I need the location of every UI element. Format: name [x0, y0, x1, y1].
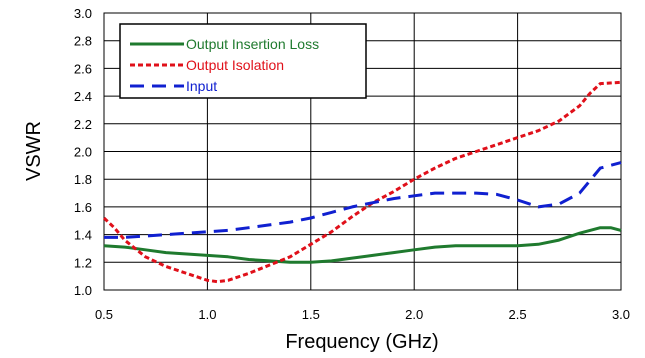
y-tick-label: 1.4	[74, 228, 92, 243]
x-tick-labels: 0.5 1.0 1.5 2.0 2.5 3.0	[95, 307, 630, 322]
y-tick-label: 1.0	[74, 283, 92, 298]
y-tick-label: 1.2	[74, 255, 92, 270]
x-axis-title: Frequency (GHz)	[285, 331, 438, 353]
x-tick-label: 3.0	[612, 307, 630, 322]
y-tick-label: 2.6	[74, 61, 92, 76]
y-axis-title: VSWR	[23, 121, 45, 181]
y-tick-label: 2.0	[74, 145, 92, 160]
y-tick-label: 1.6	[74, 200, 92, 215]
x-tick-label: 1.0	[198, 307, 216, 322]
series-layer	[102, 80, 622, 284]
series-line-output-isolation	[102, 80, 622, 284]
y-tick-label: 2.4	[74, 89, 92, 104]
x-tick-label: 0.5	[95, 307, 113, 322]
x-tick-label: 2.5	[509, 307, 527, 322]
y-tick-label: 3.0	[74, 6, 92, 21]
y-tick-label: 1.8	[74, 172, 92, 187]
legend: Output Insertion Loss Output Isolation I…	[119, 23, 367, 99]
legend-label-output-insertion-loss: Output Insertion Loss	[186, 36, 319, 52]
legend-label-input: Input	[186, 78, 217, 94]
series-line-output-insertion-loss	[103, 226, 622, 264]
y-tick-labels: 1.0 1.2 1.4 1.6 1.8 2.0 2.2 2.4 2.6 2.8 3.0	[74, 6, 92, 298]
x-tick-label: 2.0	[405, 307, 423, 322]
x-tick-label: 1.5	[302, 307, 320, 322]
y-tick-label: 2.8	[74, 34, 92, 49]
y-tick-label: 2.2	[74, 117, 92, 132]
legend-label-output-isolation: Output Isolation	[186, 57, 284, 73]
